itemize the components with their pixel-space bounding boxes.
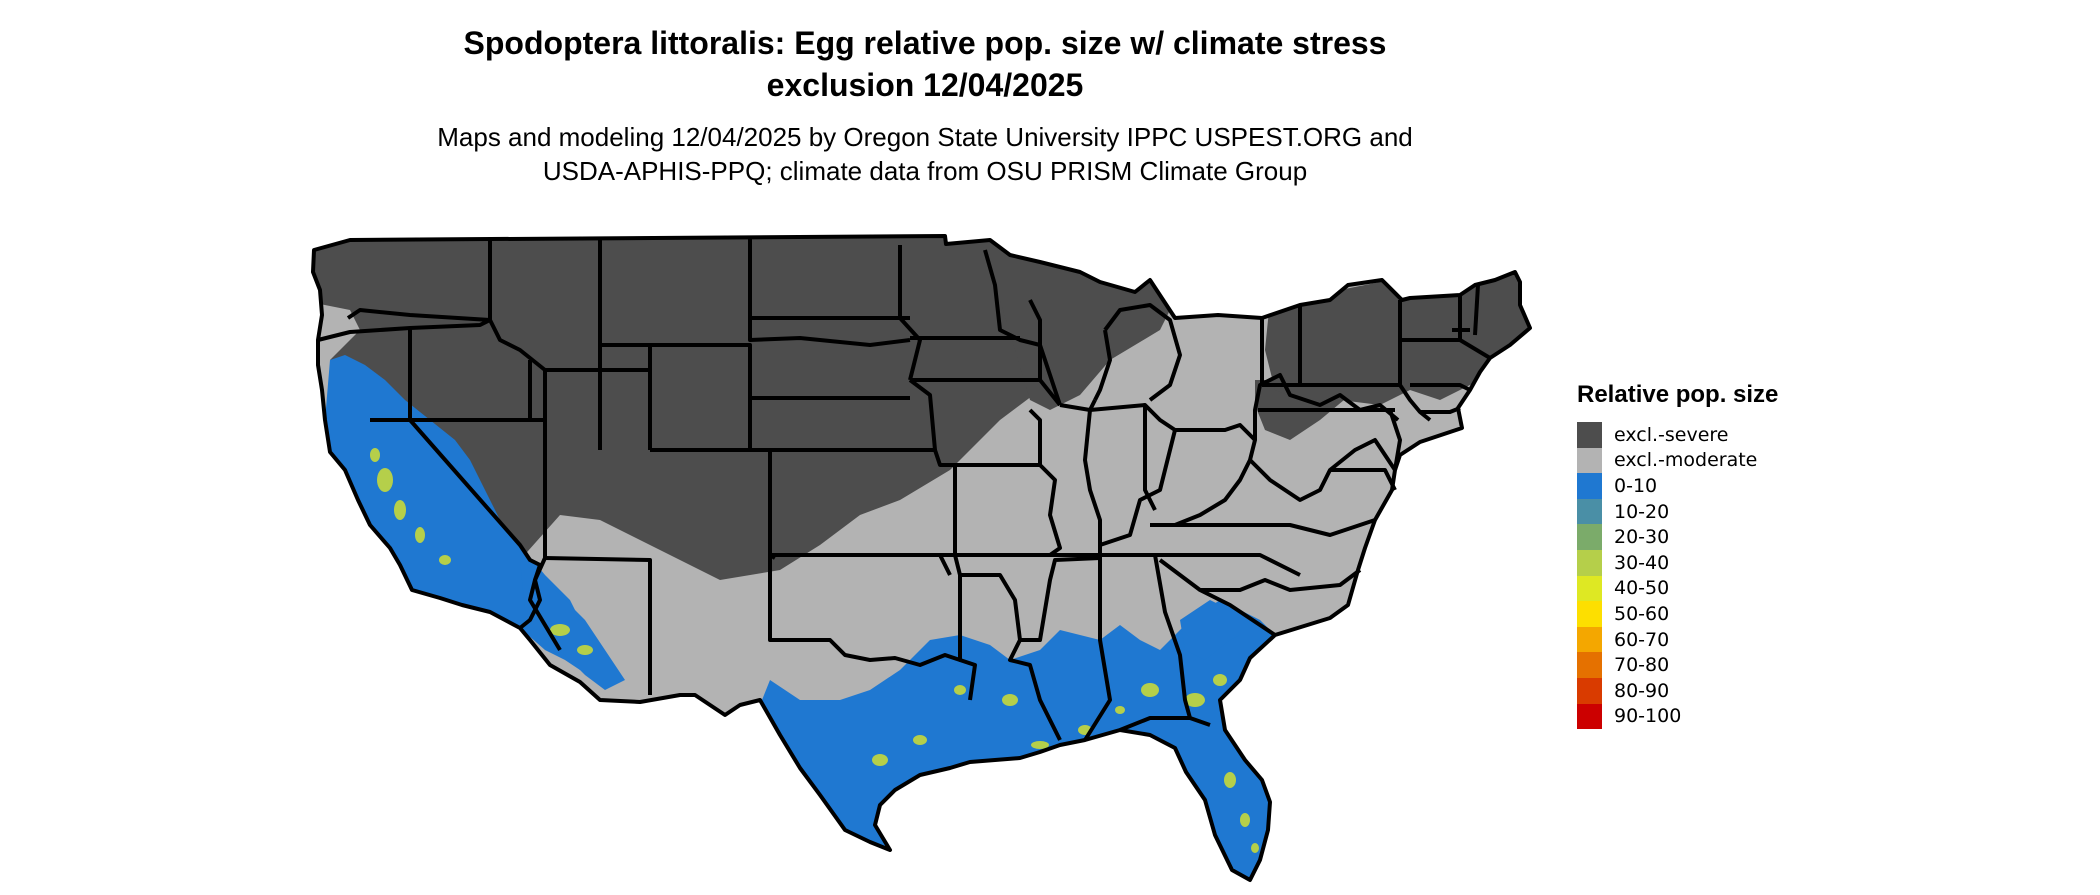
legend-items: excl.-severe excl.-moderate 0-10 10-20 2… <box>1577 422 1778 730</box>
us-map-svg <box>311 234 1532 882</box>
map-header: Spodoptera littoralis: Egg relative pop.… <box>0 22 1850 188</box>
legend-swatch <box>1577 422 1602 448</box>
legend-swatch <box>1577 703 1602 730</box>
suitable-gulf-coast <box>760 600 1275 880</box>
legend-label: excl.-moderate <box>1614 449 1758 472</box>
legend-item: 20-30 <box>1577 524 1778 550</box>
legend-swatch <box>1577 601 1602 627</box>
legend-swatch <box>1577 498 1602 525</box>
legend-label: excl.-severe <box>1614 423 1729 446</box>
map-subtitle-line-1: Maps and modeling 12/04/2025 by Oregon S… <box>437 122 1413 152</box>
legend-label: 50-60 <box>1614 602 1670 625</box>
legend-item: 60-70 <box>1577 626 1778 653</box>
map-title-line-2: exclusion 12/04/2025 <box>766 67 1084 103</box>
legend-label: 60-70 <box>1614 628 1670 651</box>
legend-item: 40-50 <box>1577 575 1778 602</box>
us-map <box>300 225 1550 895</box>
legend-item: 0-10 <box>1577 473 1778 499</box>
high-suitability-speckle <box>370 448 1259 853</box>
legend-swatch <box>1577 652 1602 678</box>
legend-label: 20-30 <box>1614 526 1670 549</box>
map-subtitle-line-2: USDA-APHIS-PPQ; climate data from OSU PR… <box>542 156 1308 186</box>
legend-label: 10-20 <box>1614 500 1670 523</box>
state-borders <box>311 234 1532 882</box>
legend-swatch <box>1577 575 1602 602</box>
legend-swatch <box>1577 677 1602 704</box>
legend-swatch <box>1577 549 1602 576</box>
legend-item: excl.-severe <box>1577 422 1778 448</box>
suitable-arizona <box>520 560 625 690</box>
suitable-carolinas <box>1180 600 1260 660</box>
legend-item: 10-20 <box>1577 498 1778 525</box>
legend-item: 70-80 <box>1577 652 1778 678</box>
legend-title: Relative pop. size <box>1577 381 1779 408</box>
legend-swatch <box>1577 447 1602 474</box>
legend-item: 30-40 <box>1577 549 1778 576</box>
legend-item: 80-90 <box>1577 677 1778 704</box>
map-subtitle: Maps and modeling 12/04/2025 by Oregon S… <box>0 120 1850 188</box>
legend-item: excl.-moderate <box>1577 447 1778 474</box>
map-title-line-1: Spodoptera littoralis: Egg relative pop.… <box>463 25 1387 61</box>
legend-label: 30-40 <box>1614 551 1670 574</box>
legend-item: 90-100 <box>1577 703 1778 730</box>
legend-label: 90-100 <box>1614 705 1682 728</box>
legend-swatch <box>1577 626 1602 653</box>
legend-swatch <box>1577 473 1602 499</box>
legend-label: 0-10 <box>1614 474 1658 497</box>
legend-swatch <box>1577 524 1602 550</box>
legend-item: 50-60 <box>1577 601 1778 627</box>
legend: Relative pop. size excl.-severe excl.-mo… <box>1577 380 1779 730</box>
legend-label: 70-80 <box>1614 654 1670 677</box>
legend-label: 80-90 <box>1614 679 1670 702</box>
map-title: Spodoptera littoralis: Egg relative pop.… <box>0 22 1850 106</box>
legend-label: 40-50 <box>1614 577 1670 600</box>
